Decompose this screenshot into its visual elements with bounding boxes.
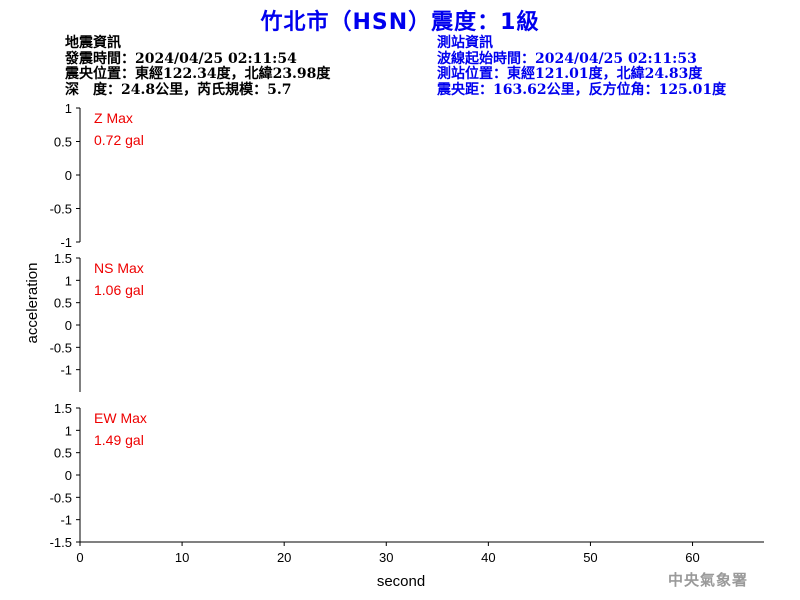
max-label: NS Max (94, 260, 144, 276)
origin-time: 發震時間：2024/04/25 02:11:54 (65, 50, 297, 67)
station-info-block: 測站資訊 波線起始時間：2024/04/25 02:11:53 測站位置：東經1… (437, 35, 727, 98)
x-tick-label: 30 (379, 550, 393, 565)
depth-magnitude: 深 度：24.8公里，芮氏規模：5.7 (65, 81, 292, 98)
y-tick-label: 1 (65, 101, 72, 116)
y-tick-label: 0.5 (54, 446, 72, 461)
x-axis: 0 10 20 30 40 50 60 (76, 541, 764, 565)
y-tick-label: 1 (65, 273, 72, 288)
x-tick-label: 0 (76, 550, 83, 565)
station-info-heading: 測站資訊 (437, 35, 493, 51)
y-tick-label: 0 (65, 168, 72, 183)
y-tick-label: 1.5 (54, 251, 72, 266)
event-info-heading: 地震資訊 (65, 35, 121, 51)
wave-start-time: 波線起始時間：2024/04/25 02:11:53 (437, 50, 697, 67)
max-value: 0.72 gal (94, 132, 144, 148)
panel-ew: 1.5 1 0.5 0 -0.5 -1 -1.5 EW Max 1.49 gal (50, 401, 147, 550)
max-value: 1.06 gal (94, 282, 144, 298)
y-tick-label: 1.5 (54, 401, 72, 416)
y-tick-label: -1 (60, 513, 72, 528)
max-value: 1.49 gal (94, 432, 144, 448)
y-tick-label: -0.5 (50, 490, 72, 505)
panel-z: 1 0.5 0 -0.5 -1 Z Max 0.72 gal (50, 101, 144, 250)
panel-ns: 1.5 1 0.5 0 -0.5 -1 NS Max 1.06 gal (50, 251, 144, 392)
x-tick-label: 50 (583, 550, 597, 565)
distance-azimuth: 震央距：163.62公里，反方位角：125.01度 (437, 81, 727, 98)
x-tick-label: 40 (481, 550, 495, 565)
page-title: 竹北市（HSN）震度：1級 (260, 10, 540, 35)
y-tick-label: 0 (65, 318, 72, 333)
station-location: 測站位置：東經121.01度，北緯24.83度 (437, 66, 703, 82)
epicenter: 震央位置：東經122.34度，北緯23.98度 (65, 66, 331, 82)
y-tick-label: -0.5 (50, 340, 72, 355)
agency-watermark: 中央氣象署 (667, 571, 748, 589)
x-tick-label: 60 (685, 550, 699, 565)
x-tick-label: 20 (277, 550, 291, 565)
y-tick-label: 0.5 (54, 296, 72, 311)
panels-layer: 1 0.5 0 -0.5 -1 Z Max 0.72 gal 1.5 1 0.5 0 -0.5 -1 NS… (50, 101, 147, 550)
y-tick-label: -1 (60, 363, 72, 378)
y-tick-label: -0.5 (50, 202, 72, 217)
y-tick-label: 0.5 (54, 135, 72, 150)
y-axis-label: acceleration (24, 263, 41, 344)
max-label: EW Max (94, 410, 147, 426)
y-tick-label: 0 (65, 468, 72, 483)
y-tick-label: 1 (65, 423, 72, 438)
y-tick-label: -1 (60, 235, 72, 250)
x-tick-label: 10 (175, 550, 189, 565)
event-info-block: 地震資訊 發震時間：2024/04/25 02:11:54 震央位置：東經122… (65, 35, 331, 98)
x-axis-label: second (377, 573, 425, 590)
max-label: Z Max (94, 110, 133, 126)
y-tick-label: -1.5 (50, 535, 72, 550)
